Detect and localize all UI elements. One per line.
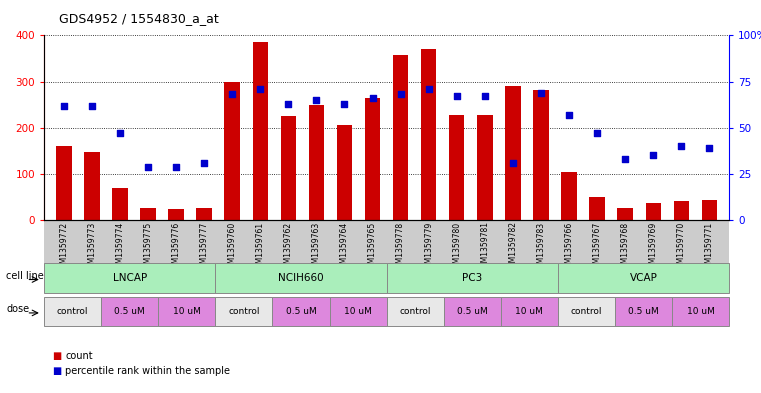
Point	[254, 86, 266, 92]
Bar	[196, 208, 212, 220]
Bar	[421, 49, 436, 220]
Text: 10 uM: 10 uM	[686, 307, 715, 316]
Point	[703, 145, 715, 151]
Point	[422, 86, 435, 92]
Point	[563, 112, 575, 118]
Text: control: control	[57, 307, 88, 316]
Text: 0.5 uM: 0.5 uM	[628, 307, 659, 316]
Bar	[673, 201, 689, 220]
Text: GDS4952 / 1554830_a_at: GDS4952 / 1554830_a_at	[59, 12, 219, 25]
Point	[507, 160, 519, 166]
Point	[198, 160, 210, 166]
Bar	[168, 209, 184, 220]
Bar	[56, 146, 72, 220]
Bar	[393, 55, 409, 220]
Text: PC3: PC3	[462, 273, 482, 283]
Bar	[533, 90, 549, 220]
Point	[58, 103, 70, 109]
Point	[282, 101, 295, 107]
Point	[86, 103, 98, 109]
Text: 0.5 uM: 0.5 uM	[285, 307, 317, 316]
Point	[394, 91, 406, 97]
Bar	[617, 208, 633, 220]
Text: 10 uM: 10 uM	[344, 307, 372, 316]
Bar	[562, 172, 577, 220]
Point	[619, 156, 632, 162]
Text: control: control	[228, 307, 260, 316]
Text: NCIH660: NCIH660	[279, 273, 323, 283]
Bar	[309, 105, 324, 220]
Text: percentile rank within the sample: percentile rank within the sample	[65, 366, 231, 376]
Point	[591, 130, 603, 136]
Bar	[281, 116, 296, 220]
Point	[142, 163, 154, 170]
Text: 0.5 uM: 0.5 uM	[114, 307, 145, 316]
Text: 10 uM: 10 uM	[515, 307, 543, 316]
Point	[367, 95, 379, 101]
Bar	[253, 42, 268, 220]
Text: 10 uM: 10 uM	[173, 307, 201, 316]
Point	[310, 97, 323, 103]
Bar	[140, 208, 156, 220]
Point	[675, 143, 687, 149]
Text: VCAP: VCAP	[629, 273, 658, 283]
Bar	[112, 188, 128, 220]
Bar	[224, 82, 240, 220]
Text: ■: ■	[52, 366, 61, 376]
Point	[114, 130, 126, 136]
Bar	[477, 115, 492, 220]
Bar	[645, 202, 661, 220]
Bar	[337, 125, 352, 220]
Text: control: control	[400, 307, 431, 316]
Bar	[449, 115, 464, 220]
Text: control: control	[571, 307, 602, 316]
Bar	[589, 197, 605, 220]
Text: ■: ■	[52, 351, 61, 361]
Point	[226, 91, 238, 97]
Point	[170, 163, 182, 170]
Text: cell line: cell line	[6, 271, 44, 281]
Text: count: count	[65, 351, 93, 361]
Point	[339, 101, 351, 107]
Text: LNCAP: LNCAP	[113, 273, 147, 283]
Point	[647, 152, 659, 158]
Text: dose: dose	[6, 305, 29, 314]
Point	[451, 93, 463, 99]
Bar	[365, 98, 380, 220]
Bar	[84, 152, 100, 220]
Point	[479, 93, 491, 99]
Bar	[702, 200, 717, 220]
Text: 0.5 uM: 0.5 uM	[457, 307, 488, 316]
Bar	[505, 86, 521, 220]
Point	[535, 90, 547, 96]
